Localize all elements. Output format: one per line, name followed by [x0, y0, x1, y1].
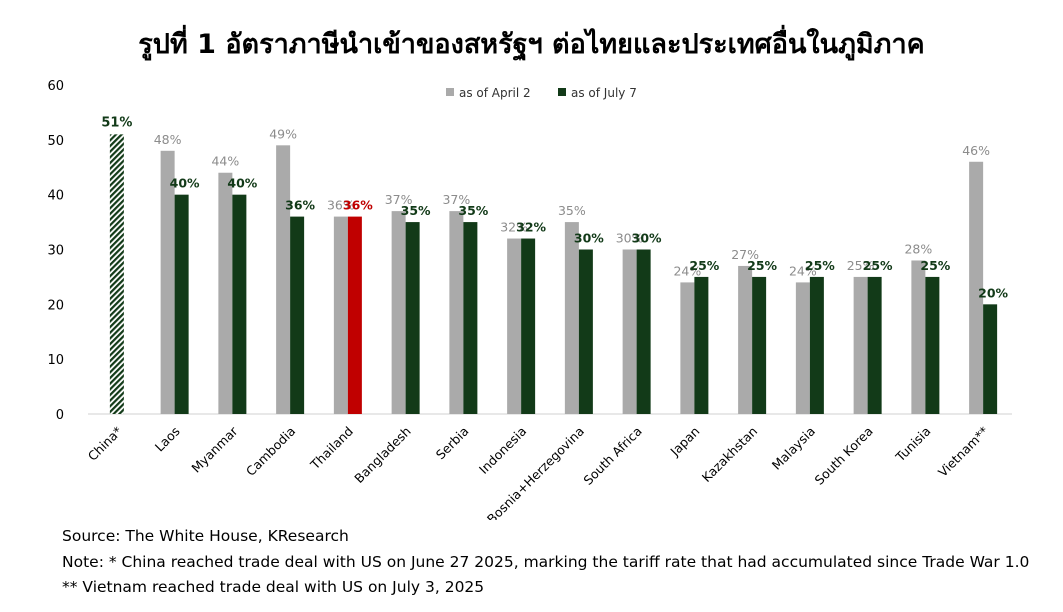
bar-july-japan	[694, 276, 709, 414]
data-label-china: 51%	[101, 115, 132, 130]
bars: 51%48%40%44%40%49%36% 36%36% 37%35%37%35%3…	[101, 115, 1009, 415]
data-label-july-thailand: 36%	[343, 198, 373, 213]
data-label-april-laos: 48%	[154, 132, 182, 147]
x-tick-label-thailand: Thailand	[307, 424, 356, 473]
data-label-april-south-korea: 25%	[847, 258, 875, 273]
data-label-april-myanmar: 44%	[211, 154, 239, 169]
data-label-july-indonesia: 32%	[516, 220, 546, 235]
source-note: Source: The White House, KResearch	[62, 527, 349, 545]
legend: as of April 2 as of July 7	[446, 86, 637, 100]
legend-label-july: as of July 7	[571, 86, 637, 100]
data-label-july-laos: 40%	[170, 176, 200, 191]
data-label-april-serbia: 37%	[442, 192, 470, 207]
data-label-april-japan: 24%	[673, 263, 701, 278]
data-label-july-serbia: 35%	[458, 203, 488, 218]
bar-april-myanmar	[218, 172, 233, 414]
data-label-july-south-korea: 25%	[863, 258, 893, 273]
data-label-july-cambodia: 36%	[285, 198, 315, 213]
bar-july-myanmar	[232, 194, 247, 414]
bar-july-south-korea	[867, 276, 882, 414]
bar-july-south-africa	[636, 249, 651, 414]
bar-july-laos	[174, 194, 189, 414]
bar-july-tunisia	[925, 276, 940, 414]
bar-april-south-korea	[853, 276, 868, 414]
x-tick-label-vietnam: Vietnam**	[935, 424, 991, 480]
data-label-april-south-africa: 30%	[616, 231, 644, 246]
x-tick-label-kazakhstan: Kazakhstan	[699, 424, 761, 486]
y-tick-label: 50	[47, 134, 64, 149]
bar-china	[109, 134, 124, 414]
x-tick-label-bangladesh: Bangladesh	[351, 424, 413, 486]
bar-july-malaysia	[809, 276, 824, 414]
bar-april-bangladesh	[391, 211, 406, 414]
bar-april-laos	[160, 150, 175, 415]
y-tick-label: 10	[47, 353, 64, 368]
bar-april-japan	[680, 282, 695, 414]
bar-july-bangladesh	[405, 222, 420, 414]
y-tick-label: 30	[47, 244, 64, 259]
bar-july-serbia	[463, 222, 478, 414]
china-note: Note: * China reached trade deal with US…	[62, 553, 1030, 571]
data-label-april-thailand: 36%	[327, 198, 355, 213]
x-tick-label-laos: Laos	[152, 424, 183, 455]
data-label-april-tunisia: 28%	[904, 241, 932, 256]
legend-swatch-april	[446, 88, 454, 96]
bar-april-cambodia	[276, 145, 291, 415]
bar-july-cambodia	[290, 216, 305, 414]
data-label-april-indonesia: 32%	[500, 220, 528, 235]
data-label-april-vietnam: 46%	[962, 143, 990, 158]
bar-april-tunisia	[911, 260, 926, 414]
data-label-july-tunisia: 25%	[920, 258, 950, 273]
x-tick-label-china: China*	[85, 424, 125, 464]
data-label-july-south-africa: 30%	[632, 231, 662, 246]
y-tick-label: 60	[47, 79, 64, 94]
x-tick-label-south-africa: South Africa	[580, 424, 644, 488]
bar-july-indonesia	[521, 238, 536, 414]
chart-title: รูปที่ 1 อัตราภาษีนำเข้าของสหรัฐฯ ต่อไทย…	[138, 29, 925, 60]
x-tick-label-myanmar: Myanmar	[188, 423, 241, 476]
legend-label-april: as of April 2	[459, 86, 531, 100]
x-tick-label-cambodia: Cambodia	[243, 424, 298, 479]
x-tick-label-bosnia-herzegovina: Bosnia+Herzegovina	[484, 424, 587, 520]
data-label-july-kazakhstan: 25%	[747, 258, 777, 273]
data-label-july-malaysia: 25%	[805, 258, 835, 273]
data-label-april-kazakhstan: 27%	[731, 247, 759, 262]
bar-april-vietnam	[969, 161, 984, 414]
bar-july-kazakhstan	[752, 276, 767, 414]
data-label-july-japan: 25%	[689, 258, 719, 273]
data-label-april-cambodia: 49%	[269, 126, 297, 141]
bar-chart: as of April 2 as of July 7 0102030405060 …	[47, 79, 1012, 520]
data-label-april-malaysia: 24%	[789, 263, 817, 278]
x-tick-label-indonesia: Indonesia	[476, 424, 529, 477]
data-label-july-myanmar: 40%	[227, 176, 257, 191]
bar-april-thailand	[333, 216, 348, 414]
x-tick-label-malaysia: Malaysia	[769, 424, 818, 473]
y-tick-label: 20	[47, 298, 64, 313]
x-tick-label-tunisia: Tunisia	[892, 424, 934, 466]
bar-july-vietnam	[983, 304, 998, 414]
data-label-april-bosnia-herzegovina: 35%	[558, 203, 586, 218]
x-tick-label-south-korea: South Korea	[812, 424, 876, 488]
legend-swatch-july	[558, 88, 566, 96]
bar-april-bosnia-herzegovina	[564, 222, 579, 414]
bar-april-malaysia	[795, 282, 810, 414]
x-axis: China* Laos Myanmar Cambodia ThailandBanglad…	[85, 423, 992, 520]
x-tick-label-japan: Japan	[667, 424, 703, 460]
bar-april-serbia	[449, 211, 464, 414]
bar-april-kazakhstan	[738, 265, 753, 414]
data-label-july-vietnam: 20%	[978, 285, 1008, 300]
x-tick-label-serbia: Serbia	[433, 424, 472, 463]
y-tick-label: 0	[56, 408, 64, 423]
bar-july-thailand	[347, 216, 362, 414]
y-tick-label: 40	[47, 189, 64, 204]
vietnam-note: ** Vietnam reached trade deal with US on…	[62, 578, 485, 596]
bar-april-south-africa	[622, 249, 637, 414]
bar-april-indonesia	[507, 238, 522, 414]
data-label-july-bangladesh: 35%	[401, 203, 431, 218]
bar-july-bosnia-herzegovina	[578, 249, 593, 414]
data-label-july-bosnia-herzegovina: 30%	[574, 231, 604, 246]
data-label-april-bangladesh: 37%	[385, 192, 413, 207]
